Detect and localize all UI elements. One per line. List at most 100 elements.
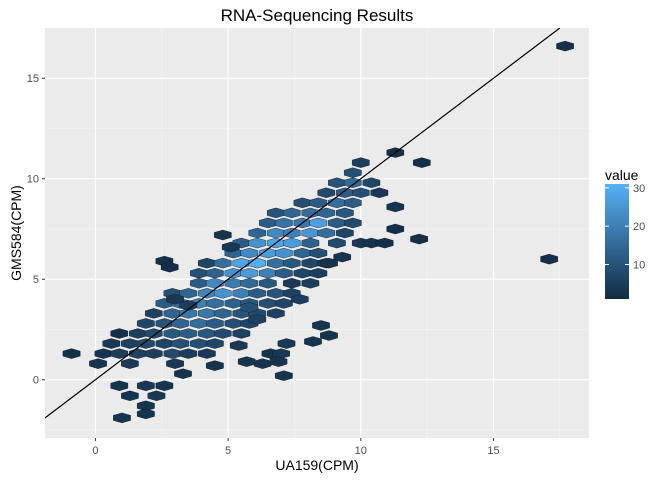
hexbin-cell <box>147 390 166 402</box>
hexbin-cell <box>277 338 296 349</box>
hexbin-cell <box>267 308 285 319</box>
hexbin-cell <box>136 318 155 329</box>
hexbin-cell <box>370 187 389 199</box>
hexbin-cell <box>344 177 362 189</box>
hexbin-cell <box>102 338 121 349</box>
legend-title: value <box>605 167 639 183</box>
hexbin-cell <box>240 302 259 313</box>
hexbin-cell <box>232 328 251 339</box>
hexbin-cell <box>413 157 431 168</box>
hexbin-cell <box>144 348 163 359</box>
hexbin-cell <box>171 318 190 329</box>
hexbin-cell <box>352 187 370 199</box>
x-axis-label: UA159(CPM) <box>275 457 358 473</box>
x-tick-label: 10 <box>355 445 367 457</box>
hexbin-cell <box>229 340 248 351</box>
hexbin-cell <box>317 227 336 239</box>
hexbin-cell <box>290 294 309 305</box>
hexbin-cell <box>89 358 107 369</box>
y-tick-label: 15 <box>27 73 39 85</box>
hexbin-cell <box>386 223 405 235</box>
hexbin-cell <box>240 277 259 289</box>
hexbin-cell <box>336 207 354 219</box>
hexbin-cell <box>197 348 216 359</box>
color-legend: value 10 20 30 <box>605 167 645 299</box>
hexbin-cell <box>248 237 267 249</box>
hexbin-cell <box>136 338 155 349</box>
hexbin-cell <box>213 257 232 269</box>
hexbin-cell <box>171 338 190 349</box>
hexbin-cell <box>312 320 330 331</box>
hexbin-cell <box>213 288 232 299</box>
hexbin-cell <box>160 261 179 273</box>
hexbin-cell <box>333 251 351 263</box>
hexbin-cell <box>110 348 129 359</box>
hexbin-cell <box>144 328 163 339</box>
hexbin-cell <box>275 267 293 279</box>
hexbin-cell <box>121 390 139 402</box>
hexbin-cell <box>248 314 267 325</box>
hexbin-cell <box>352 157 370 168</box>
x-tick-label: 5 <box>225 445 231 457</box>
hexbin-cell <box>110 328 129 339</box>
hexbin-cell <box>144 308 163 319</box>
y-axis-label: GMS584(CPM) <box>8 185 24 281</box>
hexbin-cell <box>309 247 328 259</box>
hexbin-cell <box>283 257 301 269</box>
hexbin-cell <box>556 40 574 52</box>
x-tick-label: 15 <box>487 445 499 457</box>
hexbin-cell <box>309 217 328 229</box>
hexbin-cell <box>110 380 129 392</box>
hexbin-cell <box>62 348 81 359</box>
x-axis-ticks: 0 5 10 15 <box>92 438 500 457</box>
hexbin-cell <box>174 368 192 379</box>
hexbin-cell <box>136 380 155 392</box>
hexbin-cell <box>179 348 198 359</box>
hexbin-cell <box>320 257 338 269</box>
hexbin-cell <box>283 237 301 249</box>
hexbin-cell <box>213 308 232 319</box>
y-tick-label: 5 <box>33 274 39 286</box>
legend-tick-label: 30 <box>633 183 645 195</box>
hexbin-cell <box>540 253 558 265</box>
hexbin-cell <box>269 356 288 367</box>
hexbin-cell <box>301 277 320 289</box>
hexbin-cell <box>283 277 301 289</box>
hexbin-cell <box>205 360 224 371</box>
hexbin-cell <box>248 288 267 299</box>
hexbin-cell <box>362 177 381 189</box>
hexbin-cell <box>328 237 346 249</box>
hexbin-cell <box>344 197 362 209</box>
hexbin-cell <box>301 237 320 249</box>
hexbin-cell <box>179 288 198 299</box>
hexbin-cell <box>309 197 328 209</box>
hexbin-cell <box>240 247 259 259</box>
hexbin-cell <box>221 241 240 253</box>
y-tick-label: 10 <box>27 174 39 186</box>
hexbin-cell <box>386 201 405 213</box>
legend-colorbar <box>605 184 629 299</box>
x-tick-label: 0 <box>92 445 98 457</box>
reference-line-layer <box>45 28 561 419</box>
hexbin-cell <box>320 330 338 341</box>
hexbin-cell <box>275 370 293 381</box>
hexbin-cell <box>275 217 293 229</box>
hexbin-cell <box>336 227 354 239</box>
y-axis-ticks: 0 5 10 15 <box>27 73 45 387</box>
y-tick-label: 0 <box>33 375 39 387</box>
hexbin-cell <box>121 358 139 369</box>
hexbin-cell <box>155 380 174 392</box>
hexbin-cell <box>213 229 232 241</box>
reference-line <box>45 28 561 419</box>
hexbin-cell <box>317 187 336 199</box>
hexbin-layer <box>62 40 574 424</box>
hexbin-cell <box>317 207 336 219</box>
chart-title: RNA-Sequencing Results <box>221 6 414 25</box>
legend-tick-label: 10 <box>633 260 645 272</box>
hexbin-cell <box>275 247 293 259</box>
legend-tick-label: 20 <box>633 221 645 233</box>
hexbin-cell <box>205 318 224 329</box>
hexbin-cell <box>166 294 184 305</box>
